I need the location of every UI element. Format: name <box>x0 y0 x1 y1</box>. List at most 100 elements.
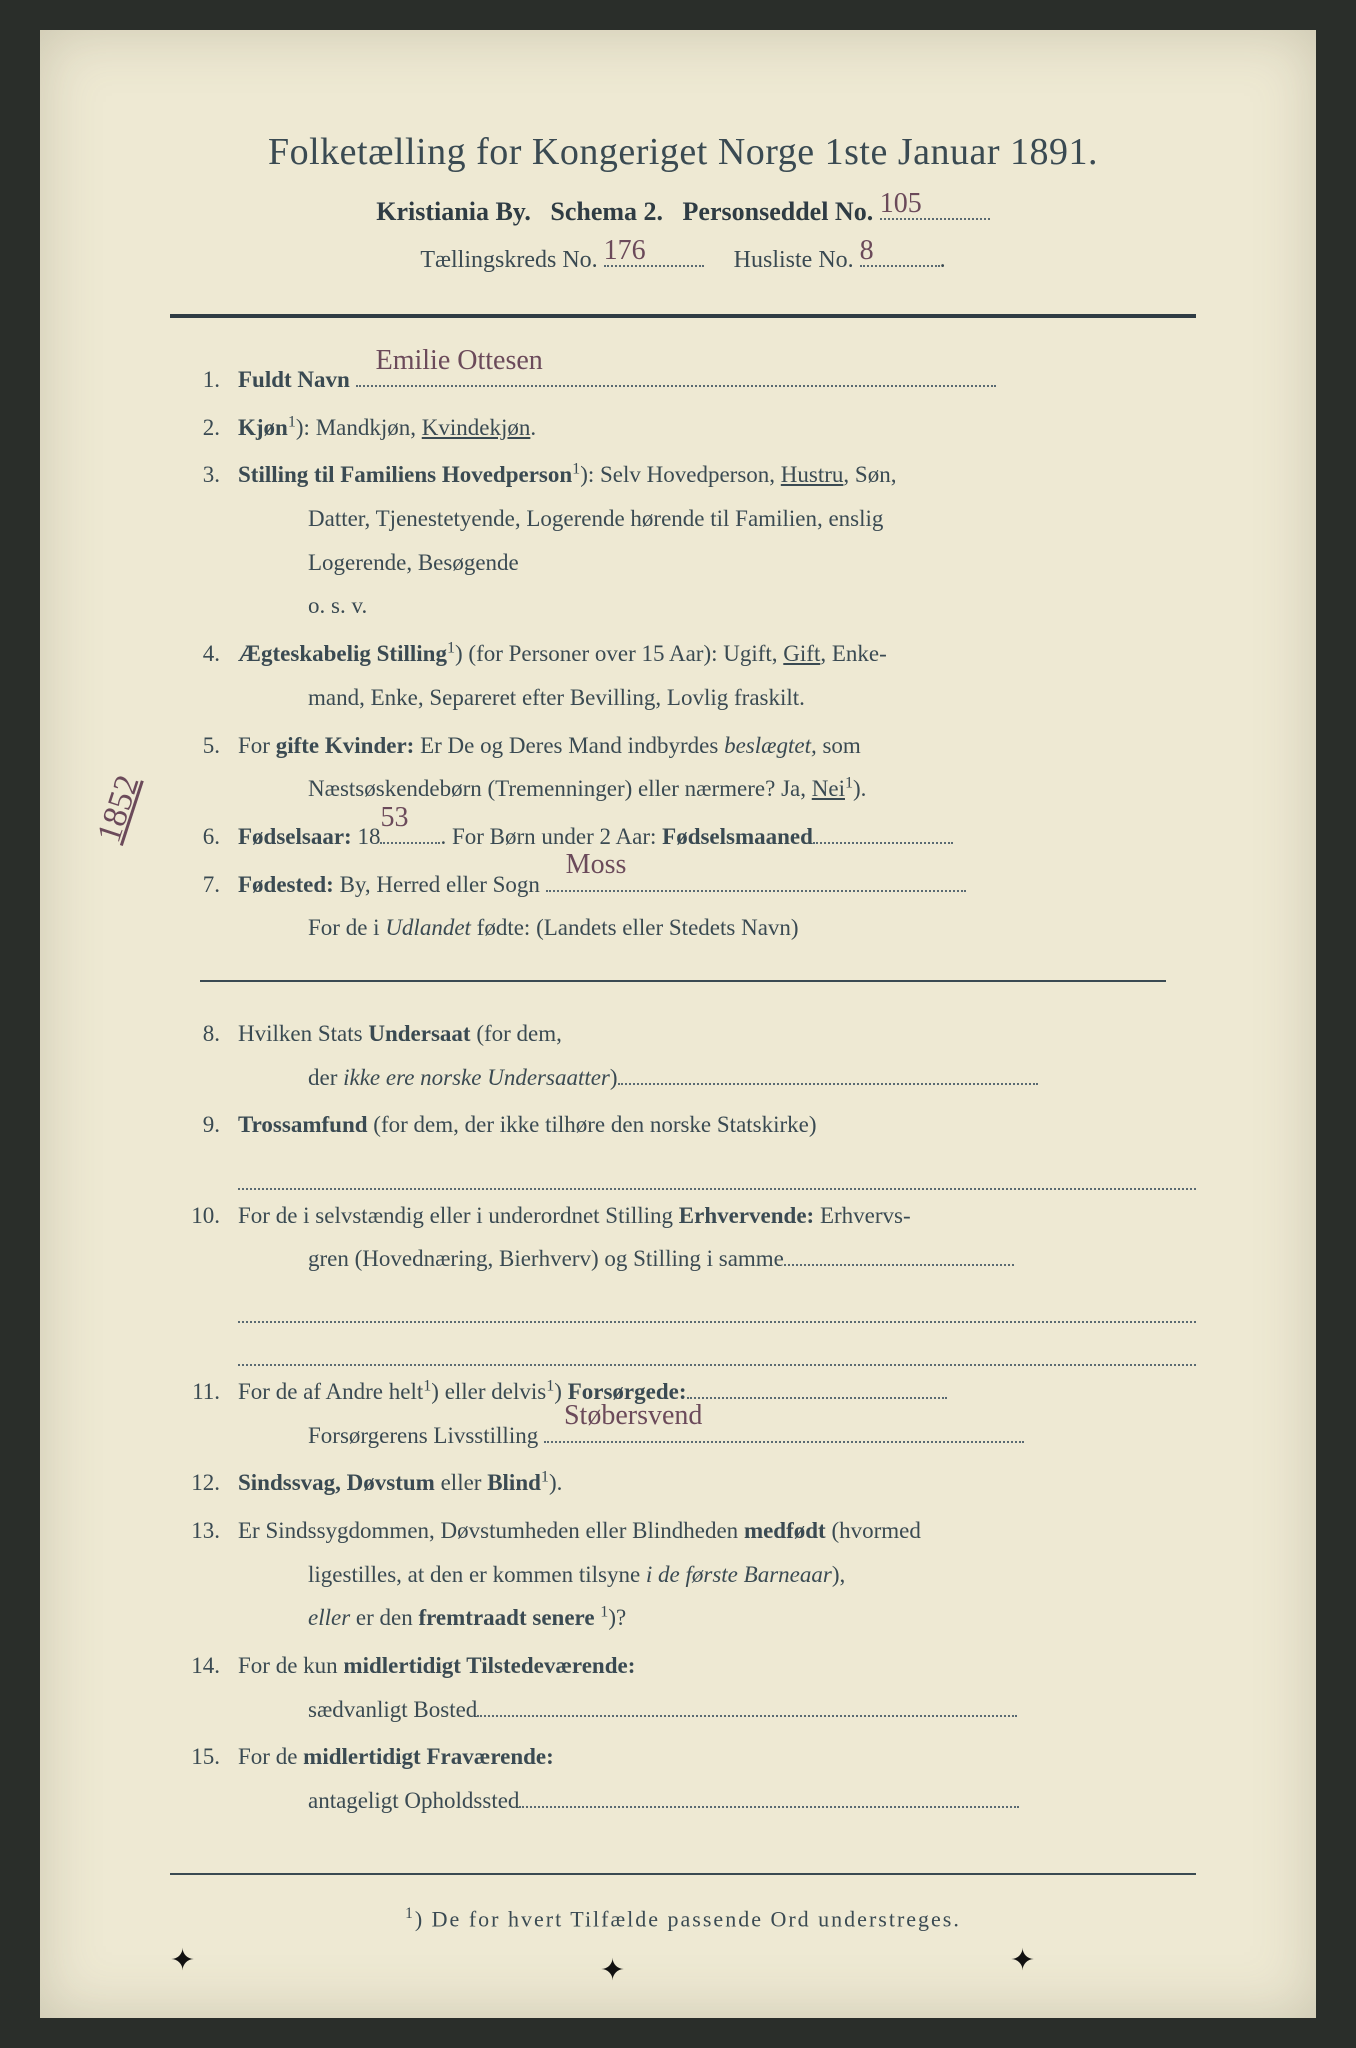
entry-10: 10. For de i selvstændig eller i underor… <box>170 1194 1196 1366</box>
entry-4: 4. Ægteskabelig Stilling1) (for Personer… <box>170 632 1196 719</box>
text: Hvilken Stats <box>238 1021 368 1046</box>
entry-number: 2. <box>170 406 238 450</box>
text: (for dem, <box>471 1021 562 1046</box>
cont-line: antageligt Opholdssted <box>238 1779 1196 1823</box>
cont-line: sædvanligt Bosted <box>238 1688 1196 1732</box>
gift-selected: Gift <box>783 641 820 666</box>
text: sædvanligt Bosted <box>308 1697 477 1722</box>
text: Forsørgerens Livsstilling <box>308 1423 538 1448</box>
entry-number: 1. <box>170 358 238 402</box>
taellingskreds-label: Tællingskreds No. <box>420 247 597 273</box>
fodselmaaned-field <box>813 819 953 844</box>
blind-label: Blind <box>487 1470 541 1495</box>
cont-line: Logerende, Besøgende <box>238 541 1196 585</box>
entry-number: 6. <box>170 815 238 859</box>
barneaar: i de første Barneaar <box>646 1562 832 1587</box>
beslaegtet: beslægtet, <box>724 733 817 758</box>
entry-body: Kjøn1): Mandkjøn, Kvindekjøn. <box>238 406 1196 450</box>
udlandet: Udlandet <box>385 915 471 940</box>
eller: eller <box>308 1605 350 1630</box>
taellingskreds-value: 176 <box>604 235 646 267</box>
entry-15: 15. For de midlertidigt Fraværende: anta… <box>170 1735 1196 1822</box>
entry-6: 6. Fødselsaar: 1853. For Børn under 2 Aa… <box>170 815 1196 859</box>
husliste-value: 8 <box>860 235 874 267</box>
text: ) (for Personer over 15 Aar): Ugift, <box>455 641 783 666</box>
cont-line: o. s. v. <box>238 584 1196 628</box>
entry-7: 7. Fødested: By, Herred eller Sogn Moss … <box>170 863 1196 950</box>
cont-line: der ikke ere norske Undersaatter) <box>238 1056 1196 1100</box>
gifte-kvinder-label: gifte Kvinder: <box>276 733 415 758</box>
entry-body: For de kun midlertidigt Tilstedeværende:… <box>238 1644 1196 1731</box>
forsorgede-field <box>687 1374 947 1399</box>
sup: 1 <box>572 461 580 478</box>
fremtraadt-label: fremtraadt senere <box>418 1605 594 1630</box>
fravaerende-label: midlertidigt Fraværende: <box>303 1744 554 1769</box>
text: er den <box>350 1605 418 1630</box>
sup: 1 <box>288 413 296 430</box>
sup: 1 <box>845 775 853 792</box>
text: For de i <box>308 915 385 940</box>
entry-2: 2. Kjøn1): Mandkjøn, Kvindekjøn. <box>170 406 1196 450</box>
entry-number: 5. <box>170 724 238 811</box>
entry-number: 3. <box>170 453 238 628</box>
medfodt-label: medfødt <box>744 1518 826 1543</box>
fodselmaaned-label: Fødselsmaaned <box>662 824 813 849</box>
cont-line: eller er den fremtraadt senere 1)? <box>238 1596 1196 1640</box>
punch-mark-icon: ✦ <box>1010 1943 1035 1978</box>
entry-14: 14. For de kun midlertidigt Tilstedevære… <box>170 1644 1196 1731</box>
city-label: Kristiania By. <box>376 197 531 226</box>
entry-number: 4. <box>170 632 238 719</box>
entry-body: Ægteskabelig Stilling1) (for Personer ov… <box>238 632 1196 719</box>
husliste-label: Husliste No. <box>734 247 854 273</box>
text: For <box>238 733 276 758</box>
cont-line: ligestilles, at den er kommen tilsyne i … <box>238 1553 1196 1597</box>
entry-body: Er Sindssygdommen, Døvstumheden eller Bl… <box>238 1509 1196 1640</box>
personseddel-label: Personseddel No. <box>683 197 874 226</box>
entry-body: Fødselsaar: 1853. For Børn under 2 Aar: … <box>238 815 1196 859</box>
entry-13: 13. Er Sindssygdommen, Døvstumheden elle… <box>170 1509 1196 1640</box>
entry-number: 7. <box>170 863 238 950</box>
fodested-value: Moss <box>566 838 627 891</box>
erhverv-field-2 <box>238 1287 1196 1324</box>
text: ), <box>832 1562 845 1587</box>
fodselsaar-value: 53 <box>380 791 408 844</box>
text: For de i selvstændig eller i underordnet… <box>238 1203 679 1228</box>
footnote-sup: 1 <box>405 1905 415 1922</box>
text: , Søn, <box>843 462 896 487</box>
text: )? <box>608 1605 626 1630</box>
text: ): Selv Hovedperson, <box>580 462 781 487</box>
entry-body: Trossamfund (for dem, der ikke tilhøre d… <box>238 1103 1196 1189</box>
text: fødte: (Landets eller Stedets Navn) <box>471 915 799 940</box>
entry-number: 8. <box>170 1012 238 1099</box>
text: For de kun <box>238 1653 343 1678</box>
entry-number: 15. <box>170 1735 238 1822</box>
footnote: 1) De for hvert Tilfælde passende Ord un… <box>140 1905 1226 1932</box>
text: ). <box>549 1470 562 1495</box>
entry-1: 1. Fuldt Navn Emilie Ottesen <box>170 358 1196 402</box>
page-wrapper: Folketælling for Kongeriget Norge 1ste J… <box>0 0 1356 2048</box>
divider-top <box>170 314 1196 318</box>
personseddel-value: 105 <box>880 188 922 220</box>
livsstilling-field: Støbersvend <box>544 1418 1024 1443</box>
entry-number: 10. <box>170 1194 238 1366</box>
nei-selected: Nei <box>812 776 845 801</box>
text: ) eller delvis <box>431 1379 546 1404</box>
erhvervende-label: Erhvervende: <box>679 1203 814 1228</box>
fodselsaar-label: Fødselsaar: <box>238 824 352 849</box>
erhverv-field-3 <box>238 1329 1196 1366</box>
text: som <box>817 733 861 758</box>
entry-number: 11. <box>170 1370 238 1457</box>
entry-body: Hvilken Stats Undersaat (for dem, der ik… <box>238 1012 1196 1099</box>
text: 18 <box>352 824 381 849</box>
entry-body: For de af Andre helt1) eller delvis1) Fo… <box>238 1370 1196 1457</box>
entry-8: 8. Hvilken Stats Undersaat (for dem, der… <box>170 1012 1196 1099</box>
kjon-label: Kjøn <box>238 415 288 440</box>
fodested-label: Fødested: <box>238 872 334 897</box>
sindssvag-label: Sindssvag, Døvstum <box>238 1470 435 1495</box>
text: . <box>530 415 536 440</box>
divider-bottom <box>170 1873 1196 1875</box>
fuldt-navn-field: Emilie Ottesen <box>356 362 996 387</box>
text: gren (Hovednæring, Bierhverv) og Stillin… <box>308 1246 784 1271</box>
text: . For Børn under 2 Aar: <box>440 824 662 849</box>
entry-body: For de midlertidigt Fraværende: antageli… <box>238 1735 1196 1822</box>
